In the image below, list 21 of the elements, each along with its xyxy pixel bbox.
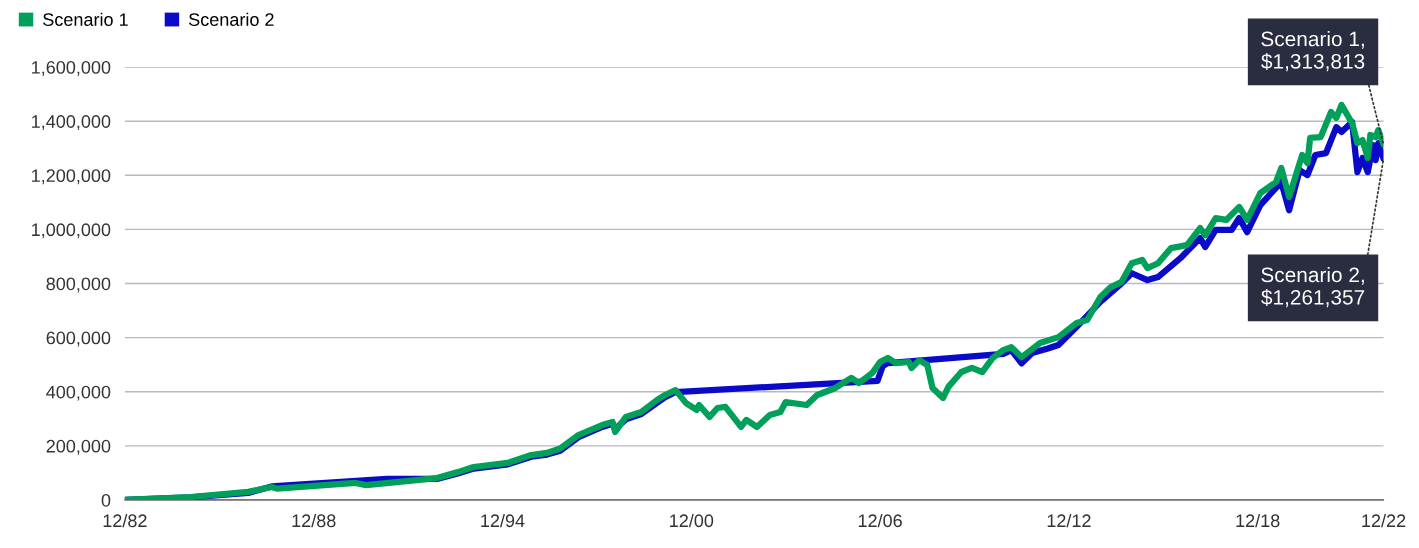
legend-label: Scenario 2 [189, 12, 274, 26]
y-tick-label: 600,000 [46, 331, 111, 347]
y-tick-label: 0 [101, 493, 111, 507]
x-tick-label: 12/12 [1047, 513, 1091, 528]
y-tick-label: 400,000 [46, 385, 111, 401]
y-tick-label: 1,000,000 [32, 223, 111, 239]
y-tick-label: 1,400,000 [32, 115, 111, 131]
x-tick-label: 12/06 [858, 513, 902, 528]
annotation: Scenario 2, $1,261,357 [1261, 266, 1365, 308]
y-tick-label: 800,000 [46, 277, 111, 293]
annotation: Scenario 1, $1,313,813 [1261, 30, 1365, 72]
y-tick-label: 200,000 [46, 439, 111, 455]
x-tick-label: 12/00 [670, 513, 714, 528]
x-tick-label: 12/88 [292, 513, 336, 528]
y-tick-label: 1,600,000 [32, 61, 111, 76]
x-tick-label: 12/94 [481, 513, 525, 528]
x-tick-label: 12/22 [1362, 513, 1406, 528]
y-tick-label: 1,200,000 [32, 169, 111, 185]
x-tick-label: 12/18 [1236, 513, 1280, 528]
x-tick-label: 12/82 [103, 513, 147, 528]
legend-label: Scenario 1 [43, 12, 128, 26]
